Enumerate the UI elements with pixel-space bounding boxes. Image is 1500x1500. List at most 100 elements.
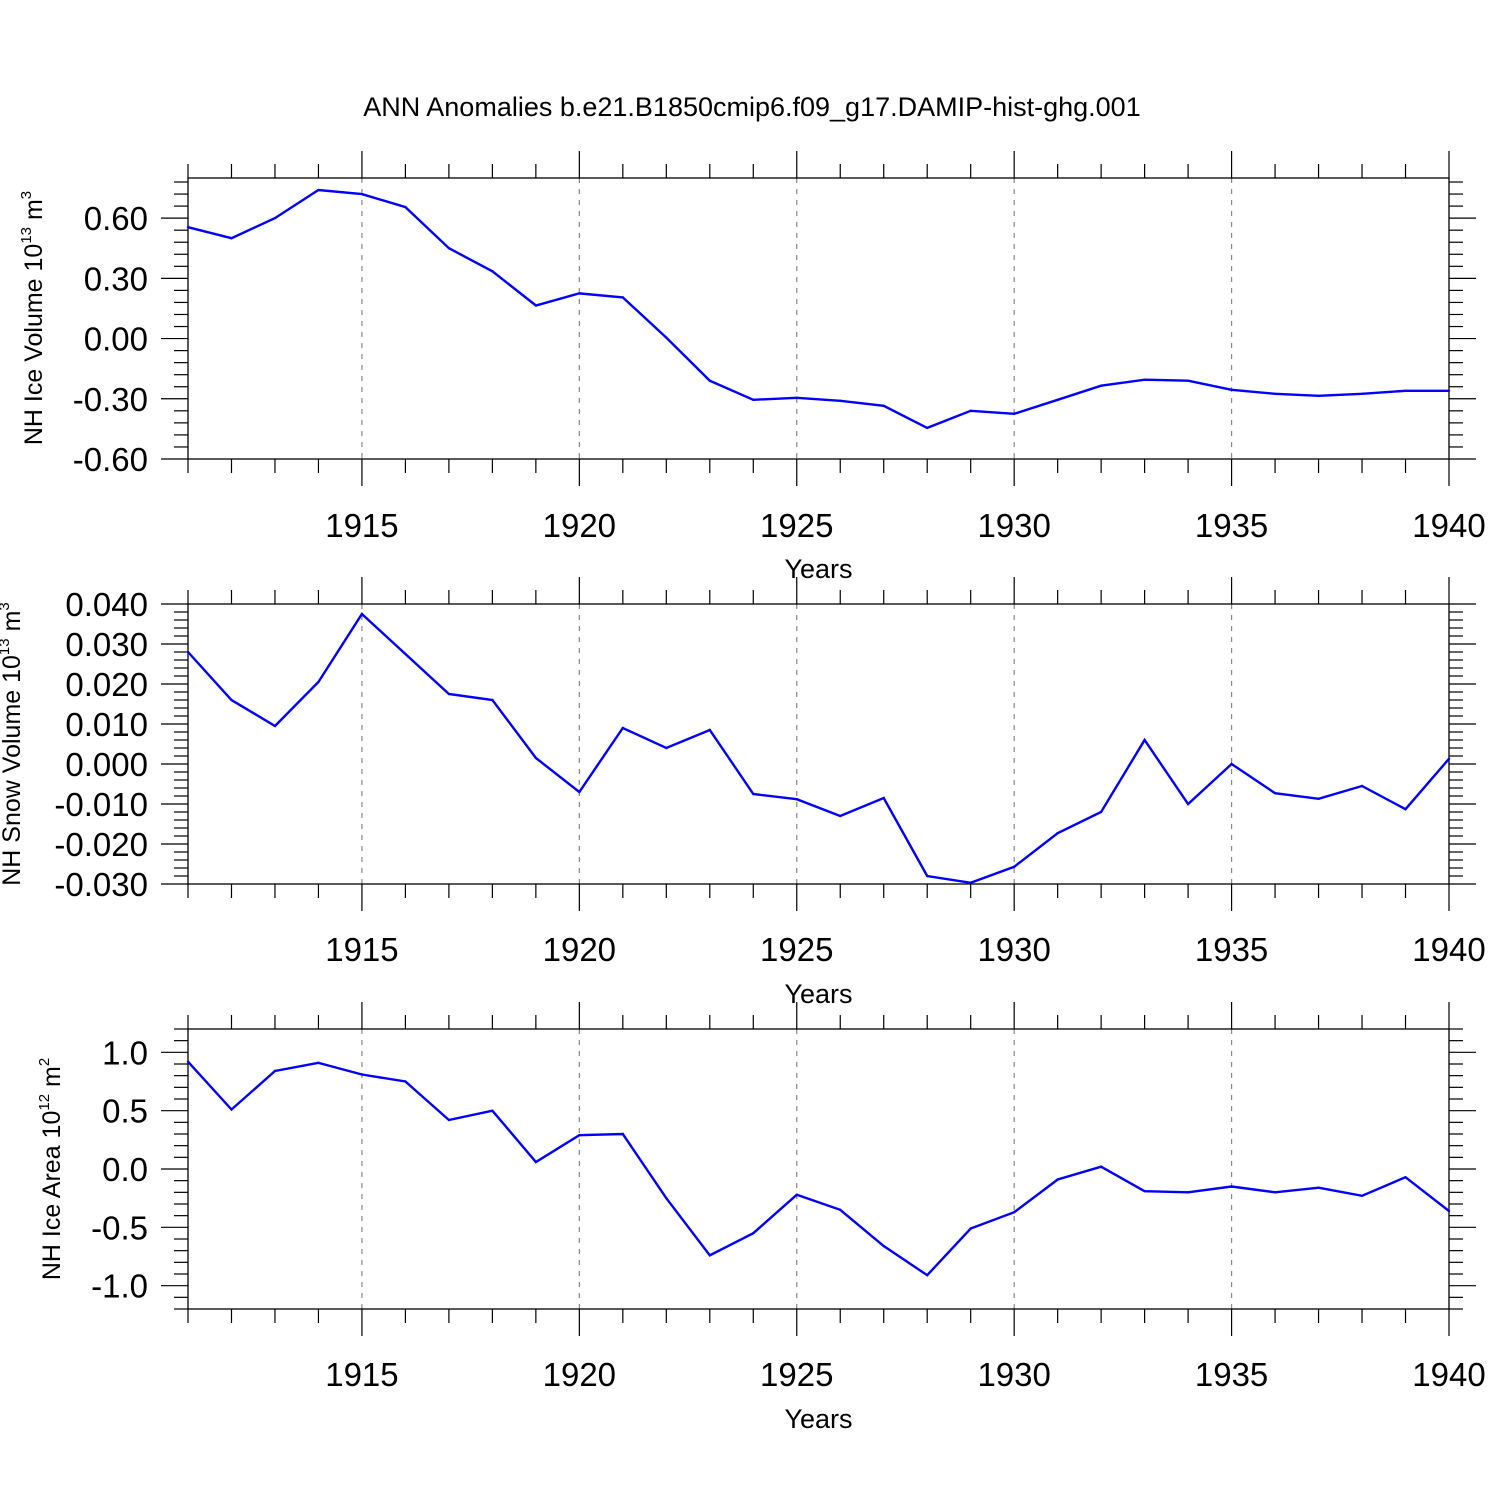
- x-axis-title: Years: [784, 1404, 852, 1434]
- data-point: [708, 1254, 711, 1257]
- data-point: [491, 1109, 494, 1112]
- y-tick-label: -0.5: [91, 1209, 148, 1246]
- data-point: [447, 692, 451, 696]
- x-tick-label: 1925: [760, 931, 833, 968]
- data-point: [534, 756, 538, 760]
- x-tick-label: 1940: [1412, 507, 1485, 544]
- data-point: [317, 680, 320, 684]
- data-point: [1099, 810, 1103, 814]
- x-tick-label: 1915: [325, 931, 398, 968]
- data-point: [665, 336, 668, 339]
- data-point: [839, 399, 842, 402]
- x-tick-label: 1915: [325, 507, 398, 544]
- data-point: [404, 652, 407, 656]
- y-tick-label: -0.030: [54, 866, 148, 903]
- data-point: [186, 225, 190, 229]
- data-point: [708, 379, 711, 382]
- data-point: [230, 1108, 233, 1111]
- data-point: [273, 724, 277, 728]
- series-line: [187, 188, 1449, 430]
- data-point: [360, 192, 364, 196]
- x-tick-label: 1925: [760, 507, 833, 544]
- x-tick-label: 1930: [977, 1356, 1050, 1393]
- data-point: [1447, 757, 1451, 760]
- x-tick-label: 1920: [543, 1356, 616, 1393]
- data-point: [1317, 394, 1320, 397]
- data-point: [795, 798, 798, 801]
- data-point: [1186, 802, 1190, 806]
- data-point: [273, 1069, 277, 1073]
- x-tick-label: 1915: [325, 1356, 398, 1393]
- data-point: [317, 1061, 320, 1065]
- x-tick-label: 1930: [977, 931, 1050, 968]
- data-point: [534, 1160, 538, 1164]
- y-tick-label: 0.020: [65, 666, 148, 703]
- data-point: [534, 304, 538, 307]
- plot-frame: [187, 603, 1450, 885]
- data-point: [1230, 1185, 1233, 1188]
- y-tick-label: -0.010: [54, 786, 148, 823]
- panel-1: -0.60 -0.30 0.00 0.30 0.60 1915 1920 1925 1930 19…: [18, 151, 1486, 584]
- data-point: [404, 205, 407, 209]
- plot-frame: [187, 177, 1450, 460]
- panel-3: -1.0 -0.5 0.0 0.5 1.0 1915 1920 1925 1930 1935 194…: [36, 1002, 1486, 1434]
- data-point: [317, 188, 320, 192]
- data-point: [1012, 412, 1016, 416]
- x-tick-label: 1940: [1412, 1356, 1485, 1393]
- data-point: [752, 792, 755, 796]
- x-tick-label: 1935: [1195, 1356, 1268, 1393]
- data-point: [186, 1060, 190, 1063]
- data-point: [926, 1273, 929, 1277]
- data-point: [1099, 1165, 1103, 1168]
- data-point: [1273, 1191, 1277, 1194]
- data-point: [882, 1244, 885, 1248]
- y-axis-title: NH Snow Volume 1013 m3: [0, 602, 26, 886]
- data-point: [273, 216, 277, 220]
- data-point: [665, 1196, 668, 1200]
- x-axis-title: Years: [784, 979, 852, 1009]
- data-point: [839, 814, 842, 818]
- y-tick-label: 0.5: [102, 1093, 148, 1130]
- data-point: [882, 404, 885, 408]
- data-point: [1273, 392, 1277, 395]
- figure-title: ANN Anomalies b.e21.B1850cmip6.f09_g17.D…: [363, 92, 1140, 122]
- y-tick-label: -0.020: [54, 826, 148, 863]
- data-point: [969, 1227, 972, 1230]
- x-tick-label: 1920: [543, 507, 616, 544]
- data-point: [447, 247, 451, 250]
- data-point: [926, 426, 929, 430]
- x-tick-label: 1935: [1195, 507, 1268, 544]
- data-point: [491, 270, 494, 273]
- y-axis-title: NH Ice Volume 1013 m3: [18, 191, 48, 445]
- data-point: [230, 237, 233, 240]
- data-point: [1360, 392, 1364, 395]
- y-tick-label: -1.0: [91, 1268, 148, 1305]
- data-point: [621, 726, 625, 730]
- y-tick-label: 0.00: [84, 321, 148, 358]
- data-point: [882, 796, 885, 800]
- data-point: [186, 650, 190, 654]
- data-point: [752, 1231, 755, 1235]
- data-point: [1143, 1189, 1146, 1193]
- plot-frame: [187, 1028, 1450, 1310]
- series-line: [187, 612, 1450, 885]
- data-point: [665, 746, 668, 750]
- y-tick-label: 0.0: [102, 1151, 148, 1188]
- data-point: [708, 728, 711, 732]
- data-point: [360, 612, 364, 616]
- y-tick-label: 0.010: [65, 706, 148, 743]
- data-point: [578, 790, 581, 794]
- data-point: [621, 296, 625, 299]
- data-point: [752, 398, 755, 401]
- y-tick-label: 0.60: [84, 200, 148, 237]
- y-tick-label: 0.30: [84, 260, 148, 297]
- data-point: [1404, 389, 1407, 392]
- y-tick-label: 0.040: [65, 586, 148, 623]
- x-tick-label: 1930: [977, 507, 1050, 544]
- x-tick-label: 1935: [1195, 931, 1268, 968]
- data-point: [1273, 792, 1277, 795]
- data-point: [491, 698, 494, 702]
- data-point: [969, 881, 972, 884]
- data-point: [1447, 389, 1451, 392]
- data-point: [795, 396, 798, 399]
